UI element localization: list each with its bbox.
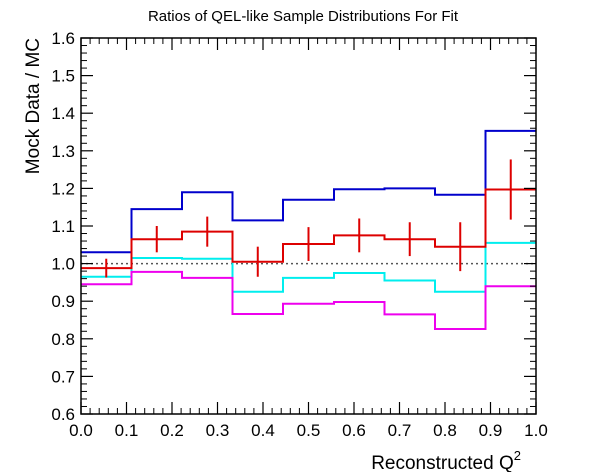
series-4-step-line: [81, 270, 536, 330]
chart-title: Ratios of QEL-like Sample Distributions …: [148, 8, 459, 25]
y-tick-label: 1.3: [51, 142, 75, 161]
y-tick-label: 1.0: [51, 255, 75, 274]
x-tick-label: 0.6: [342, 421, 366, 440]
x-tick-label: 0.3: [206, 421, 230, 440]
y-tick-label: 0.9: [51, 292, 75, 311]
y-tick-label: 1.1: [51, 217, 75, 236]
x-tick-label: 1.0: [524, 421, 548, 440]
x-tick-label: 0.7: [388, 421, 412, 440]
x-tick-label: 0.5: [297, 421, 321, 440]
x-tick-label: 0.8: [433, 421, 457, 440]
x-tick-label: 0.0: [69, 421, 93, 440]
plot-area: [81, 129, 536, 330]
y-tick-label: 0.6: [51, 405, 75, 424]
series-1: [81, 129, 536, 254]
x-axis-title: Reconstructed Q2: [371, 448, 521, 472]
x-tick-label: 0.1: [115, 421, 139, 440]
y-tick-label: 1.4: [51, 104, 75, 123]
series-4: [81, 270, 536, 330]
x-axis-title-main: Reconstructed Q: [371, 453, 514, 472]
y-tick-label: 0.7: [51, 367, 75, 386]
y-tick-label: 1.2: [51, 179, 75, 198]
series-3: [81, 241, 536, 293]
y-axis: 0.6 0.7 0.8 0.9 1.0 1.1 1.2 1.3 1.4 1.5 1.6: [51, 29, 536, 424]
x-axis-title-superscript: 2: [514, 448, 521, 463]
y-tick-label: 1.5: [51, 67, 75, 86]
y-tick-label: 1.6: [51, 29, 75, 48]
y-tick-label: 0.8: [51, 330, 75, 349]
x-axis: 0.0 0.1 0.2 0.3 0.4 0.5 0.6 0.7 0.8 0.9 1.0: [69, 38, 548, 440]
series-2: [81, 159, 536, 278]
x-tick-label: 0.9: [479, 421, 503, 440]
y-axis-title: Mock Data / MC: [23, 38, 44, 174]
series-1-step-line: [81, 129, 536, 254]
series-3-step-line: [81, 241, 536, 293]
x-tick-label: 0.2: [160, 421, 184, 440]
x-tick-label: 0.4: [251, 421, 275, 440]
